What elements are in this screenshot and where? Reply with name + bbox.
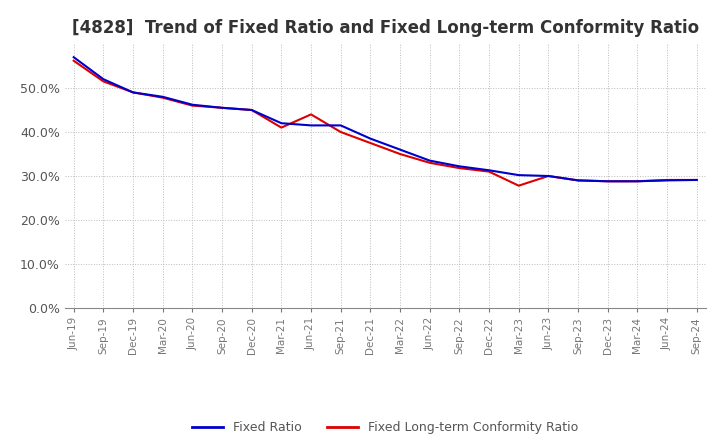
Title: [4828]  Trend of Fixed Ratio and Fixed Long-term Conformity Ratio: [4828] Trend of Fixed Ratio and Fixed Lo… [71,19,699,37]
Legend: Fixed Ratio, Fixed Long-term Conformity Ratio: Fixed Ratio, Fixed Long-term Conformity … [187,416,583,439]
